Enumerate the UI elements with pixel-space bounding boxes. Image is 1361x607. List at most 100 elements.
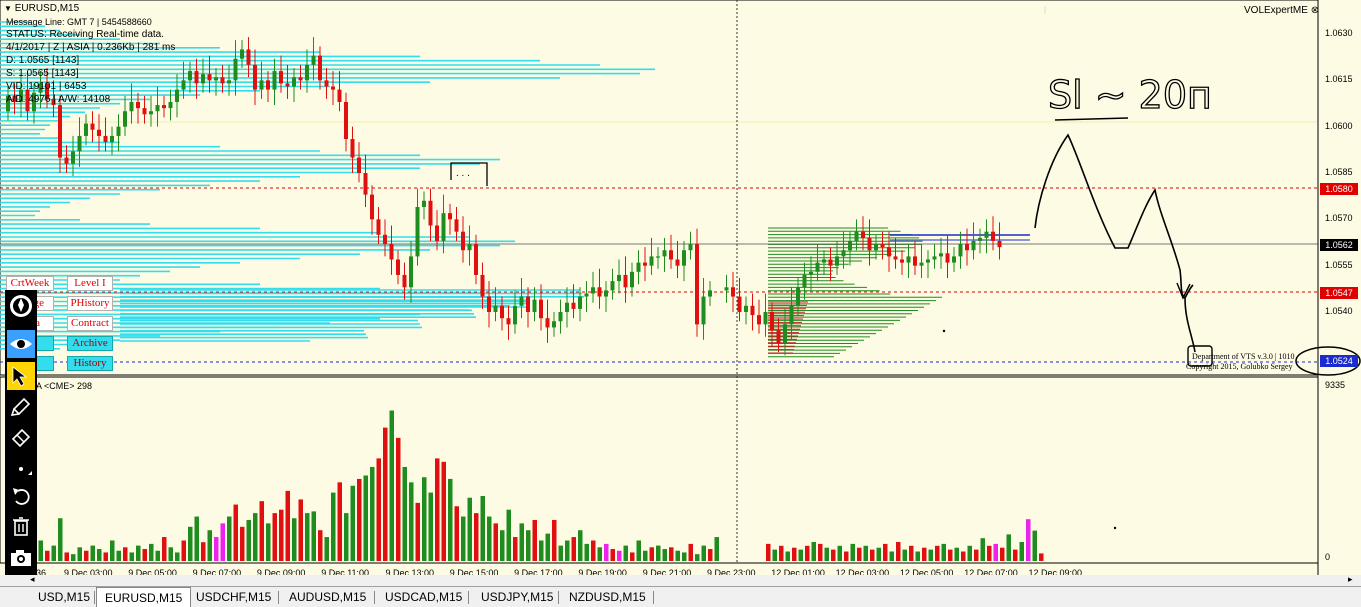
- level-i-button[interactable]: Level I: [67, 276, 113, 291]
- vid-line: VID: 19101 | 6453: [6, 81, 87, 92]
- volume-bar: [51, 545, 56, 561]
- indicator-close-icon[interactable]: ⊗: [1310, 5, 1320, 16]
- volume-bar: [558, 545, 563, 561]
- volume-bar: [1032, 530, 1037, 561]
- time-tick-label: 9 Dec 09:00: [256, 568, 306, 578]
- volume-bar: [824, 547, 829, 561]
- d-line: D: 1.0565 [1143]: [6, 55, 80, 66]
- volume-bar: [201, 542, 206, 561]
- volume-bar: [292, 518, 297, 561]
- time-tick-label: 12 Dec 07:00: [964, 568, 1018, 578]
- candle-body: [389, 244, 394, 260]
- volume-bar: [311, 511, 316, 561]
- candle-body: [233, 58, 238, 81]
- candle-body: [893, 256, 898, 260]
- volume-bar: [883, 543, 888, 561]
- volume-bar: [708, 549, 713, 561]
- history-button[interactable]: History: [67, 356, 113, 371]
- volume-bar: [610, 549, 615, 561]
- volume-bar: [844, 551, 849, 561]
- candle-body: [932, 256, 937, 260]
- candle-body: [565, 302, 569, 312]
- volume-bar: [669, 547, 674, 561]
- time-tick-label: 9 Dec 05:00: [128, 568, 177, 578]
- pen-icon[interactable]: [7, 392, 35, 420]
- volume-bar: [928, 549, 933, 561]
- volume-bar: [980, 538, 985, 561]
- tab-usdcad[interactable]: USDCAD,M15: [385, 590, 463, 604]
- volume-bar: [448, 478, 453, 561]
- volume-subtitle: A <CME> 298: [36, 381, 93, 391]
- candle-body: [363, 173, 368, 195]
- volume-bar: [396, 437, 401, 561]
- tab-audusd[interactable]: AUDUSD,M15: [289, 590, 367, 604]
- volume-bar: [337, 482, 342, 561]
- dot-icon[interactable]: [7, 452, 35, 480]
- scroll-right-icon[interactable]: ▸: [1348, 574, 1353, 584]
- bracket-dots: . . .: [456, 168, 470, 179]
- cursor-icon[interactable]: [7, 362, 35, 390]
- brush-icon[interactable]: [7, 292, 35, 320]
- candle-body: [971, 240, 976, 251]
- candle-body: [539, 299, 543, 319]
- eye-icon[interactable]: [7, 330, 35, 358]
- volume-bar: [227, 516, 232, 561]
- tab-usdjpy[interactable]: USDJPY,M15: [481, 590, 554, 604]
- candle-body: [123, 111, 127, 127]
- volume-bar: [285, 490, 290, 561]
- volume-bar: [103, 552, 108, 561]
- scroll-left-icon[interactable]: ◂: [30, 574, 35, 584]
- candle-body: [487, 296, 491, 312]
- time-tick-label: 9 Dec 19:00: [578, 568, 627, 578]
- volume-bar: [415, 502, 420, 561]
- price-tick-label: 1.0615: [1325, 74, 1353, 85]
- price-marker-1.0547: 1.0547: [1320, 287, 1358, 299]
- copyright-line-1: Department of VTS v.3.0 | 1010: [1192, 352, 1295, 361]
- horizontal-scrollbar[interactable]: ◂ ▸: [0, 574, 1361, 586]
- candle-body: [578, 296, 582, 309]
- trash-icon[interactable]: [7, 512, 35, 540]
- volume-bar: [552, 519, 557, 561]
- candle-body: [493, 305, 498, 312]
- candle-body: [194, 71, 199, 84]
- candle-body: [110, 135, 114, 143]
- volume-bar: [272, 513, 277, 561]
- candle-body: [776, 330, 781, 343]
- volume-bar: [142, 549, 147, 561]
- candle-body: [409, 256, 413, 288]
- candle-body: [649, 256, 654, 266]
- volume-bar: [954, 547, 959, 561]
- candle-body: [253, 64, 257, 90]
- archive-button[interactable]: Archive: [67, 336, 113, 351]
- candle-body: [448, 213, 452, 220]
- volume-bar: [798, 549, 803, 561]
- undo-icon[interactable]: [7, 482, 35, 510]
- volume-bar: [38, 540, 43, 561]
- candle-body: [435, 225, 439, 241]
- volume-bar: [695, 554, 700, 561]
- tab-nzdusd[interactable]: NZDUSD,M15: [569, 590, 646, 604]
- hand-drawn-arrowhead: [1176, 282, 1191, 300]
- tab-partial[interactable]: USD,M15: [38, 590, 91, 604]
- price-chart[interactable]: . . . Sl ~ 20п: [0, 0, 1361, 575]
- hand-drawn-circle: [1295, 346, 1361, 376]
- candle-body: [220, 77, 225, 84]
- volume-bar: [487, 516, 492, 561]
- phistory-button[interactable]: PHistory: [67, 296, 113, 311]
- tab-usdchf[interactable]: USDCHF,M15: [196, 590, 272, 604]
- indicator-name: VOLExpertME ⊗: [1244, 5, 1320, 16]
- time-tick-label: 9 Dec 07:00: [192, 568, 242, 578]
- camera-icon[interactable]: [7, 544, 35, 572]
- eraser-icon[interactable]: [7, 422, 35, 450]
- time-axis-partial-label: 36: [36, 568, 47, 578]
- candle-body: [45, 83, 49, 99]
- volume-bar: [922, 547, 927, 561]
- tab-eurusd[interactable]: EURUSD,M15: [96, 587, 192, 607]
- chart-tab-bar: USD,M15 EURUSD,M15 USDCHF,M15 AUDUSD,M15…: [0, 586, 1361, 607]
- volume-bar: [1013, 549, 1018, 561]
- time-tick-label: 9 Dec 15:00: [449, 568, 499, 578]
- volume-bar: [71, 554, 76, 561]
- chart-menu-arrow-icon[interactable]: ▼: [4, 4, 12, 13]
- contract-button[interactable]: Contract: [67, 316, 113, 331]
- crtweek-button[interactable]: CrtWeek: [6, 276, 54, 291]
